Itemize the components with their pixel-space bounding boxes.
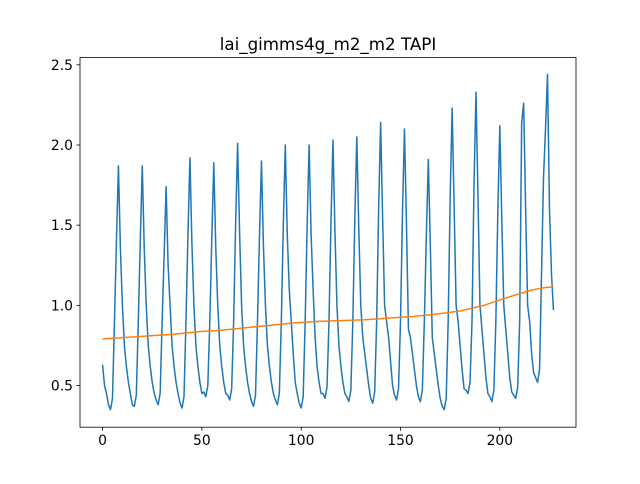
data-line — [102, 286, 554, 340]
axes-frame — [79, 57, 577, 428]
y-tick-label: 1.5 — [51, 218, 73, 234]
data-line — [101, 73, 555, 411]
y-tick-label: 0.5 — [51, 379, 73, 395]
x-tick-label: 100 — [288, 433, 315, 449]
x-tick-label: 0 — [98, 433, 107, 449]
y-tick-label: 1.0 — [51, 298, 73, 314]
y-tick-label: 2.5 — [51, 58, 73, 74]
chart-title: lai_gimms4g_m2_m2 TAPI — [220, 34, 437, 55]
x-tick-label: 150 — [387, 433, 414, 449]
x-tick-label: 200 — [487, 433, 514, 449]
x-tick-label: 50 — [193, 433, 211, 449]
y-tick-label: 2.0 — [51, 138, 73, 154]
